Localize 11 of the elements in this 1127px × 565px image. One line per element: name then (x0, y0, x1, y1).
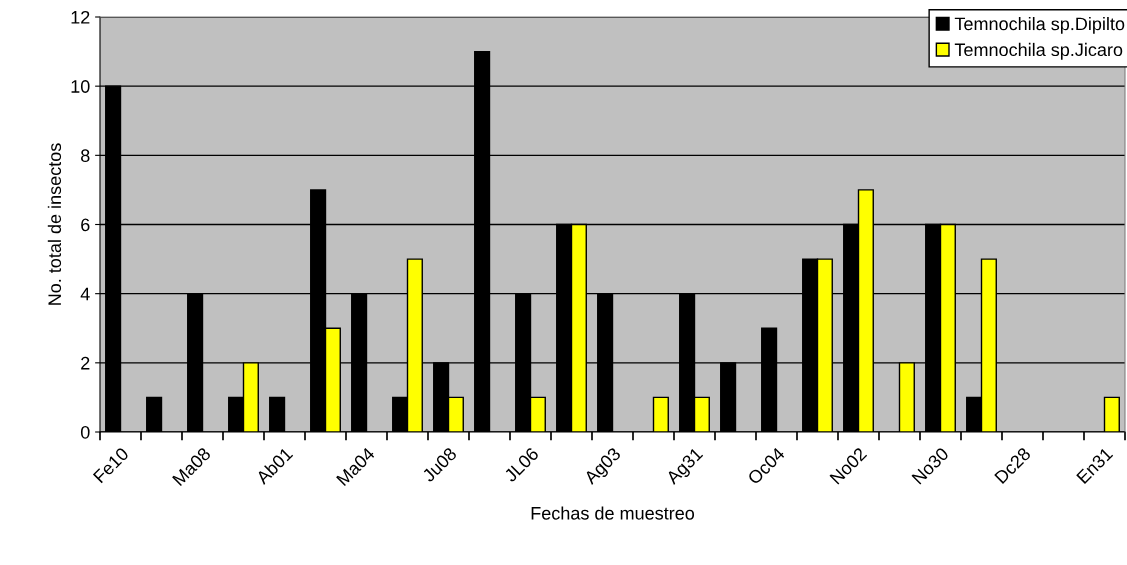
y-axis-title: No. total de insectos (47, 143, 62, 305)
legend-label: Temnochila sp.Dipilto (954, 17, 1125, 34)
y-tick-label: 8 (81, 149, 90, 163)
x-axis-title: Fechas de muestreo (531, 506, 695, 520)
legend-label: Temnochila sp.Jicaro (954, 42, 1123, 60)
y-tick-label: 6 (81, 218, 90, 232)
y-tick-label: 2 (81, 356, 90, 370)
y-tick-label: 12 (71, 10, 90, 24)
y-tick-label: 4 (80, 287, 90, 301)
y-tick-label: 0 (80, 425, 90, 439)
y-tick-label: 10 (71, 80, 90, 93)
